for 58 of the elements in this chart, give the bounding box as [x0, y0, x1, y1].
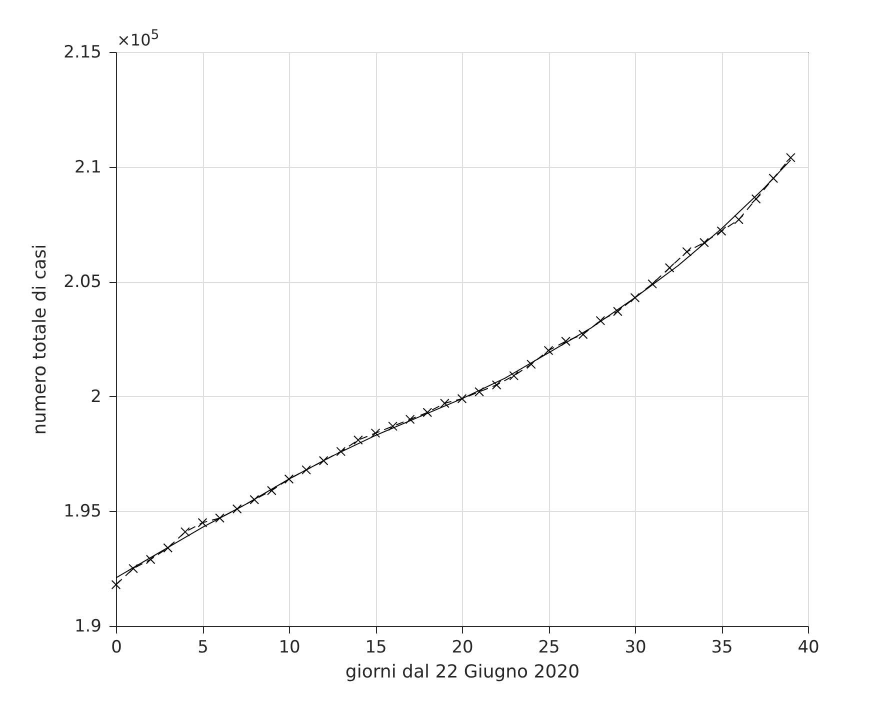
point [405, 414, 415, 424]
point [509, 371, 519, 380]
point [664, 263, 674, 273]
point [267, 486, 276, 496]
point [682, 247, 692, 256]
point [163, 543, 173, 553]
point [128, 564, 138, 574]
point [526, 360, 536, 369]
point [768, 174, 778, 183]
point [492, 380, 502, 390]
x-tick-label: 0 [111, 638, 122, 658]
x-tick-label: 25 [538, 638, 560, 658]
point [198, 518, 208, 528]
point [232, 504, 242, 514]
point [111, 580, 121, 590]
point [648, 279, 657, 289]
point [370, 428, 380, 438]
point [215, 513, 224, 523]
x-tick-label: 35 [711, 638, 733, 658]
y-tick-label: 2.15 [64, 42, 102, 62]
text: ×10$^{5}$ [117, 28, 160, 50]
point [578, 330, 588, 340]
point [354, 435, 363, 445]
point [474, 387, 484, 396]
y-tick-label: 2.05 [64, 272, 102, 292]
point [700, 238, 709, 248]
x-tick-label: 15 [365, 638, 387, 658]
x-tick-label: 5 [198, 638, 208, 658]
point [630, 292, 640, 302]
y-tick-label: 2.1 [74, 157, 102, 178]
y-axis-title: numero totale di casi [30, 244, 51, 435]
point [751, 194, 761, 204]
point [457, 394, 467, 404]
point [302, 465, 311, 475]
x-tick-label: 40 [798, 638, 820, 658]
point [786, 152, 796, 162]
point [180, 527, 190, 537]
point [596, 316, 606, 326]
y-tick-label: 1.95 [64, 502, 102, 522]
point [716, 226, 726, 236]
point [336, 446, 346, 456]
y-tick-label: 2 [90, 386, 102, 407]
point [318, 456, 328, 466]
x-axis-title: giorni dal 22 Giugno 2020 [345, 662, 580, 682]
point [388, 422, 398, 431]
point [250, 495, 260, 504]
point [561, 336, 570, 346]
point [422, 408, 432, 418]
x-tick-label: 30 [624, 638, 646, 658]
point [146, 554, 156, 564]
y-tick-label: 1.9 [74, 616, 102, 636]
x-tick-label: 10 [278, 638, 300, 658]
point [440, 398, 450, 408]
point [544, 346, 554, 356]
x-tick-label: 20 [452, 638, 474, 658]
point [613, 306, 622, 316]
point [734, 214, 744, 224]
point [284, 474, 294, 484]
